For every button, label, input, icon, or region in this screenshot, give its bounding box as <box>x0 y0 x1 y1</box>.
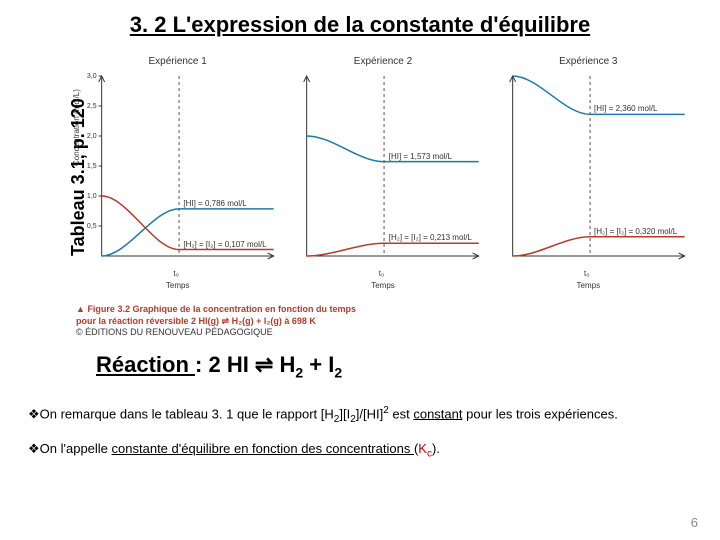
b2-tail: ). <box>432 441 440 456</box>
x-axis-label: Temps <box>371 281 395 290</box>
chart-2: Expérience 2 t₀ Temps [HI] = 1,573 mol/L [H₂… <box>281 56 484 296</box>
annotation-hi: [HI] = 2,360 mol/L <box>594 104 657 113</box>
b1-tail: pour les trois expériences. <box>463 406 618 421</box>
svg-text:0,5: 0,5 <box>87 223 97 230</box>
x-axis-label: Temps <box>166 281 190 290</box>
chart-svg <box>281 70 484 280</box>
t0-label: t₀ <box>379 269 385 278</box>
svg-text:1,0: 1,0 <box>87 193 97 200</box>
annotation-hi: [HI] = 0,786 mol/L <box>183 199 246 208</box>
x-axis-label: Temps <box>577 281 601 290</box>
reaction-text: : 2 HI ⇌ H <box>195 352 295 377</box>
page-title: 3. 2 L'expression de la constante d'équi… <box>0 0 720 38</box>
chart-svg <box>487 70 690 280</box>
b1-post: est <box>389 406 414 421</box>
caption-line2: pour la réaction réversible 2 HI(g) ⇌ H₂… <box>76 316 316 326</box>
b1-m1: ][I <box>339 406 350 421</box>
b2-u: constante d'équilibre en fonction des co… <box>112 441 414 456</box>
annotation-hi: [HI] = 1,573 mol/L <box>389 152 452 161</box>
b2-pre: ❖On l'appelle <box>28 441 112 456</box>
reaction-sub2: 2 <box>334 364 342 380</box>
svg-text:1,5: 1,5 <box>87 163 97 170</box>
b1-u: constant <box>413 406 462 421</box>
b1-m2: ]/[HI] <box>356 406 383 421</box>
bullets: ❖On remarque dans le tableau 3. 1 que le… <box>28 404 692 476</box>
t0-label: t₀ <box>173 269 179 278</box>
reaction-sub1: 2 <box>295 364 303 380</box>
annotation-h2i2: [H₂] = [I₂] = 0,107 mol/L <box>183 240 266 249</box>
chart-3: Expérience 3 t₀ Temps [HI] = 2,360 mol/L [H₂… <box>487 56 690 296</box>
annotation-h2i2: [H₂] = [I₂] = 0,320 mol/L <box>594 227 677 236</box>
reaction-equation: Réaction : 2 HI ⇌ H2 + I2 <box>96 352 342 380</box>
b2-kc-k: K <box>418 441 427 456</box>
t0-label: t₀ <box>584 269 590 278</box>
caption-title: Figure 3.2 Graphique de la concentration… <box>87 304 356 314</box>
figure-area: Tableau 3.1, p. 120 Expérience 13,02,52,… <box>30 56 690 336</box>
reaction-mid: + I <box>303 352 334 377</box>
svg-text:3,0: 3,0 <box>87 73 97 80</box>
y-axis-label: Concentration (mol/L) <box>72 89 81 166</box>
chart-title: Expérience 1 <box>148 56 206 67</box>
chart-1: Expérience 13,02,52,01,51,00,5t₀TempsCon… <box>76 56 279 296</box>
annotation-h2i2: [H₂] = [I₂] = 0,213 mol/L <box>389 233 472 242</box>
bullet-2: ❖On l'appelle constante d'équilibre en f… <box>28 440 692 461</box>
reaction-label: Réaction <box>96 352 195 377</box>
bullet-1: ❖On remarque dans le tableau 3. 1 que le… <box>28 404 692 426</box>
svg-text:2,5: 2,5 <box>87 103 97 110</box>
page-number: 6 <box>691 515 698 530</box>
charts-row: Expérience 13,02,52,01,51,00,5t₀TempsCon… <box>76 56 690 296</box>
chart-title: Expérience 3 <box>559 56 617 67</box>
caption-icon: ▲ <box>76 304 85 314</box>
caption-credit: © ÉDITIONS DU RENOUVEAU PÉDAGOGIQUE <box>76 327 273 337</box>
figure-caption: ▲ Figure 3.2 Graphique de la concentrati… <box>76 304 356 339</box>
b1-pre: ❖On remarque dans le tableau 3. 1 que le… <box>28 406 334 421</box>
svg-text:2,0: 2,0 <box>87 133 97 140</box>
chart-title: Expérience 2 <box>354 56 412 67</box>
